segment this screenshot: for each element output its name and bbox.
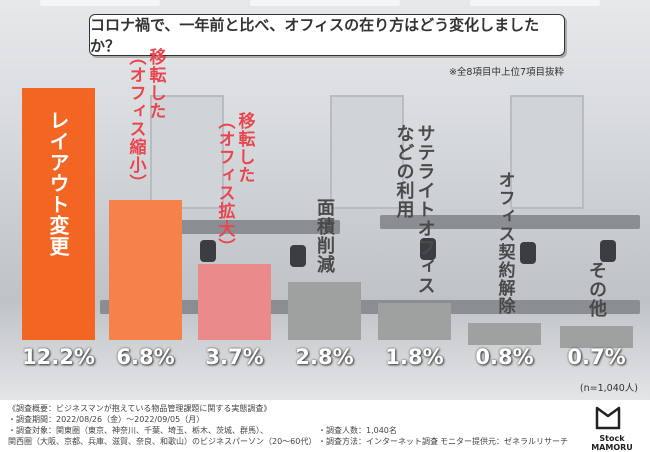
sample-size: (n=1,040人) <box>579 383 638 394</box>
value-label-2: 6.8% <box>116 345 175 369</box>
bar-6 <box>468 323 541 346</box>
bar-2 <box>109 199 182 340</box>
survey-footer: 《調査概要：ビジネスマンが抱えている物品管理課題に関する実態調査》 ・調査期間：… <box>0 400 650 450</box>
value-label-6: 0.8% <box>475 345 534 369</box>
bar-7 <box>560 325 633 348</box>
bar-3 <box>198 263 271 340</box>
footer-survey-target: ・調査対象：関東圏（東京、神奈川、千葉、埼玉、栃木、茨城、群馬）、 <box>8 426 268 435</box>
stock-mamoru-logo-icon <box>595 406 621 430</box>
logo-text: Stock MAMORU <box>591 434 633 452</box>
footer-survey-period: ・調査期間：2022/08/26（金）〜2022/09/05（月） <box>8 415 205 424</box>
value-label-7: 0.7% <box>567 345 626 369</box>
value-label-4: 2.8% <box>295 345 354 369</box>
category-label-6: オフィス契約解除 <box>494 171 515 316</box>
footer-survey-title: 《調査概要：ビジネスマンが抱えている物品管理課題に関する実態調査》 <box>8 404 272 413</box>
question-title: コロナ禍で、一年前と比べ、オフィスの在り方はどう変化しましたか？ <box>89 14 565 56</box>
question-title-text: コロナ禍で、一年前と比べ、オフィスの在り方はどう変化しましたか？ <box>90 16 540 55</box>
bar-4 <box>288 282 361 340</box>
category-label-1: レイアウト変更 <box>46 110 70 257</box>
value-label-1: 12.2% <box>22 345 95 369</box>
footer-survey-people: ・調査人数：1,040名 <box>318 426 397 435</box>
bar-1: レイアウト変更 <box>22 88 95 340</box>
category-label-3: 移転した （オフィス拡大） <box>214 111 255 256</box>
value-label-5: 1.8% <box>385 345 444 369</box>
bar-5 <box>378 302 451 340</box>
footer-survey-method: ・調査方法：インターネット調査 <box>318 437 438 446</box>
category-label-7: その他 <box>586 260 607 318</box>
footer-survey-target-cont: 関西圏（大阪、京都、兵庫、滋賀、奈良、和歌山）のビジネスパーソン（20〜60代） <box>8 437 317 446</box>
category-label-5: サテライトオフィス などの利用 <box>393 123 436 295</box>
category-label-4: 面積削減 <box>314 198 335 275</box>
footer-survey-provider: ・モニター提供元：ゼネラルリサーチ <box>432 437 568 446</box>
note-text: ※全8項目中上位7項目抜粋 <box>448 67 564 78</box>
value-label-3: 3.7% <box>205 345 264 369</box>
category-label-2: 移転した （オフィス縮小） <box>125 47 166 192</box>
